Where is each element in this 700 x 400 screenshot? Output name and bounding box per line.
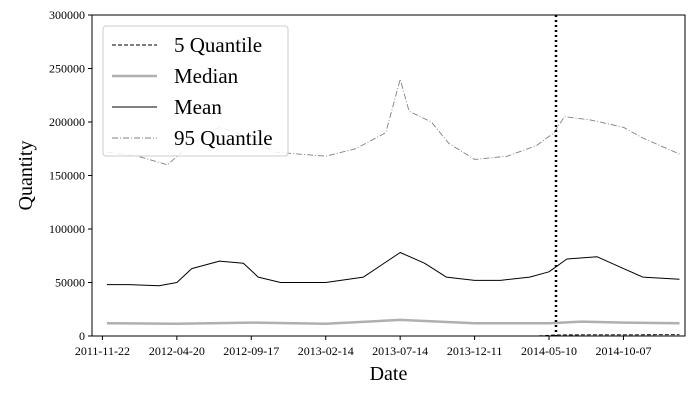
y-tick-label: 200000 [49, 115, 85, 129]
series-median [106, 318, 680, 325]
legend: 5 Quantile Median Mean 95 Quantile [102, 25, 289, 157]
y-tick-label: 0 [79, 329, 85, 343]
y-axis-title: Quantity [15, 141, 37, 211]
legend-label: 5 Quantile [174, 33, 262, 57]
y-tick-label: 50000 [55, 276, 85, 290]
x-tick-label: 2011-11-22 [75, 344, 130, 358]
y-axis-ticks: 0 50000 100000 150000 200000 250000 300000 [49, 8, 92, 343]
y-tick-label: 250000 [49, 62, 85, 76]
legend-box [102, 25, 289, 157]
series-5-quantile [106, 334, 680, 337]
x-tick-label: 2013-02-14 [298, 344, 354, 358]
legend-label: Mean [174, 95, 222, 119]
axes: 0 50000 100000 150000 200000 250000 300000 201… [49, 8, 686, 358]
x-tick-label: 2013-12-11 [447, 344, 503, 358]
y-tick-label: 300000 [49, 8, 85, 22]
x-tick-label: 2013-07-14 [372, 344, 428, 358]
x-tick-label: 2012-09-17 [223, 344, 279, 358]
series-mean [106, 252, 680, 287]
x-axis-ticks: 2011-11-22 2012-04-20 2012-09-17 2013-02-14… [75, 336, 651, 358]
x-tick-label: 2014-10-07 [595, 344, 651, 358]
x-axis-title: Date [370, 363, 408, 385]
legend-label: 95 Quantile [174, 126, 273, 150]
y-tick-label: 100000 [49, 222, 85, 236]
legend-label: Median [174, 64, 239, 88]
y-tick-label: 150000 [49, 169, 85, 183]
x-tick-label: 2012-04-20 [149, 344, 205, 358]
x-tick-label: 2014-05-10 [521, 344, 577, 358]
